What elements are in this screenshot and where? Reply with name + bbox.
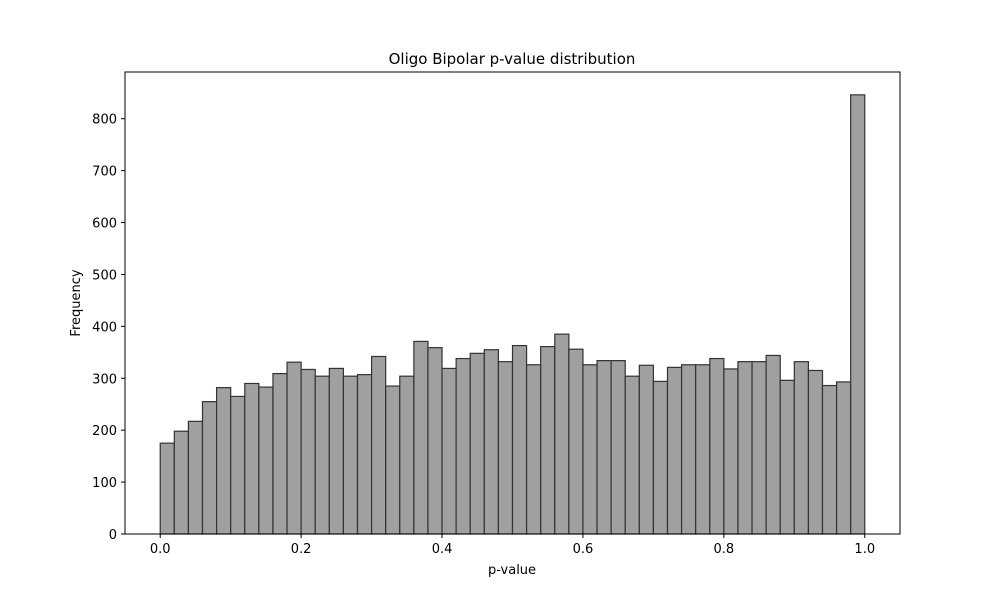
histogram-bar: [850, 94, 866, 535]
histogram-bar: [356, 374, 373, 535]
histogram-bar: [624, 375, 640, 535]
histogram-bar: [807, 369, 824, 535]
x-tick-label: 1.0: [854, 542, 875, 557]
histogram-bar: [680, 364, 697, 535]
histogram-bar: [300, 368, 316, 535]
histogram-bar: [272, 372, 288, 535]
histogram-bar: [554, 333, 570, 535]
histogram-bar: [540, 346, 556, 535]
y-tick-label: 400: [92, 320, 117, 335]
histogram-bar: [215, 387, 232, 535]
histogram-bar: [793, 361, 810, 535]
histogram-bar: [511, 344, 528, 535]
histogram-bar: [709, 357, 725, 535]
histogram-bar: [497, 361, 514, 535]
histogram-bar: [230, 395, 246, 535]
histogram-bar: [342, 375, 359, 535]
histogram-bar: [385, 385, 401, 535]
histogram-bar: [159, 442, 175, 535]
y-tick-label: 600: [92, 217, 117, 232]
x-tick-label: 0.8: [714, 542, 735, 557]
histogram-bar: [638, 364, 655, 535]
histogram-bar: [765, 354, 781, 535]
x-tick-label: 0.6: [573, 542, 594, 557]
histogram-bar: [187, 420, 204, 535]
histogram-bar: [328, 367, 345, 535]
y-axis-label: Frequency: [69, 269, 84, 336]
histogram-bar: [413, 340, 429, 535]
histogram-bar: [582, 364, 598, 535]
histogram-bar: [258, 386, 274, 535]
histogram-bar: [596, 360, 612, 535]
histogram-bar: [173, 430, 190, 535]
histogram-bar: [469, 352, 485, 535]
histogram-bar: [737, 361, 753, 535]
plot-frame: [124, 71, 901, 535]
x-tick-label: 0.2: [291, 542, 312, 557]
histogram-bar: [610, 360, 626, 535]
histogram-bar: [201, 401, 218, 535]
y-tick-label: 800: [92, 113, 117, 128]
histogram-bar: [723, 368, 739, 535]
x-axis-label: p-value: [488, 563, 536, 578]
histogram-bar: [244, 382, 260, 535]
histogram-bar: [779, 379, 795, 535]
histogram-bar: [314, 375, 330, 535]
histogram-bar: [399, 375, 415, 535]
y-tick-label: 300: [92, 372, 117, 387]
histogram-bar: [666, 366, 683, 535]
histogram-bar: [835, 381, 852, 535]
y-axis: 0 100 200 300 400 500 600 700 800: [92, 113, 125, 543]
histogram-bar: [483, 349, 500, 535]
histogram-bar: [821, 384, 838, 535]
y-tick-label: 500: [92, 268, 117, 283]
histogram-bar: [455, 357, 471, 535]
histogram-bar: [525, 364, 542, 535]
histogram-bar: [286, 361, 302, 535]
y-tick-label: 700: [92, 165, 117, 180]
x-axis: 0.0 0.2 0.4 0.6 0.8 1.0: [150, 534, 875, 557]
y-tick-label: 0: [109, 528, 117, 543]
histogram-bar: [441, 367, 457, 535]
y-tick-label: 200: [92, 424, 117, 439]
histogram-bar: [751, 361, 767, 535]
histogram-bar: [568, 348, 584, 535]
x-tick-label: 0.0: [150, 542, 171, 557]
histogram-bar: [427, 347, 443, 535]
chart-title: Oligo Bipolar p-value distribution: [389, 50, 636, 68]
x-tick-label: 0.4: [432, 542, 453, 557]
y-tick-label: 100: [92, 476, 117, 491]
histogram-bar: [695, 364, 711, 535]
histogram-bar: [370, 355, 387, 535]
histogram-bar: [652, 380, 669, 535]
